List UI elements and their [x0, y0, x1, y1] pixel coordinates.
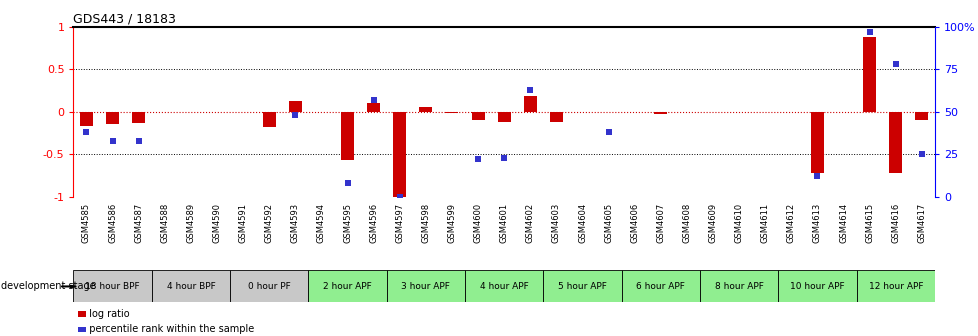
- Text: percentile rank within the sample: percentile rank within the sample: [83, 324, 254, 334]
- Bar: [367, 103, 379, 112]
- Bar: [863, 37, 875, 112]
- Bar: [621, 270, 699, 302]
- Bar: [262, 112, 276, 127]
- Text: 8 hour APF: 8 hour APF: [714, 282, 763, 291]
- Bar: [888, 112, 902, 173]
- Text: 0 hour PF: 0 hour PF: [247, 282, 290, 291]
- Bar: [106, 112, 119, 124]
- Bar: [778, 270, 856, 302]
- Text: 6 hour APF: 6 hour APF: [636, 282, 685, 291]
- Bar: [80, 112, 93, 126]
- Text: 12 hour APF: 12 hour APF: [867, 282, 922, 291]
- Bar: [699, 270, 778, 302]
- Text: 4 hour APF: 4 hour APF: [479, 282, 528, 291]
- Bar: [308, 270, 386, 302]
- Bar: [393, 112, 406, 198]
- Bar: [653, 112, 667, 114]
- Bar: [230, 270, 308, 302]
- Bar: [543, 270, 621, 302]
- Text: GDS443 / 18183: GDS443 / 18183: [73, 13, 176, 26]
- Text: 18 hour BPF: 18 hour BPF: [85, 282, 140, 291]
- Bar: [810, 112, 823, 173]
- Bar: [419, 108, 432, 112]
- Bar: [497, 112, 511, 122]
- Text: 4 hour BPF: 4 hour BPF: [166, 282, 215, 291]
- Bar: [289, 101, 301, 112]
- Bar: [465, 270, 543, 302]
- Bar: [523, 96, 536, 112]
- Bar: [471, 112, 484, 120]
- Text: log ratio: log ratio: [83, 309, 130, 319]
- Bar: [340, 112, 354, 160]
- Bar: [132, 112, 145, 123]
- Bar: [152, 270, 230, 302]
- Bar: [856, 270, 934, 302]
- Bar: [386, 270, 465, 302]
- Bar: [550, 112, 562, 122]
- Text: 3 hour APF: 3 hour APF: [401, 282, 450, 291]
- Text: development stage: development stage: [1, 282, 96, 291]
- Text: 5 hour APF: 5 hour APF: [557, 282, 606, 291]
- Text: 2 hour APF: 2 hour APF: [323, 282, 372, 291]
- Text: 10 hour APF: 10 hour APF: [789, 282, 844, 291]
- Bar: [914, 112, 927, 120]
- Bar: [73, 270, 152, 302]
- Bar: [445, 112, 458, 114]
